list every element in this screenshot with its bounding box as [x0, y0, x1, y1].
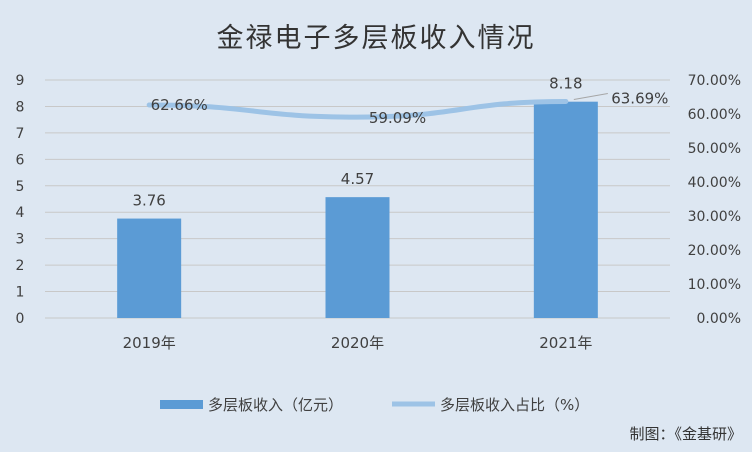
- bar: [117, 218, 182, 318]
- y2-tick-label: 30.00%: [688, 209, 741, 225]
- bar: [533, 101, 598, 318]
- legend-label-bar: 多层板收入（亿元）: [208, 396, 343, 414]
- y2-tick-label: 10.00%: [688, 277, 741, 293]
- bar-value-label: 8.18: [549, 75, 582, 93]
- chart-title: 金禄电子多层板收入情况: [216, 23, 536, 54]
- legend-label-line: 多层板收入占比（%）: [440, 396, 589, 414]
- y-tick-label: 7: [16, 126, 25, 142]
- bar-value-label: 4.57: [341, 170, 374, 188]
- y2-tick-label: 40.00%: [688, 175, 741, 191]
- line-value-label: 59.09%: [369, 109, 426, 127]
- legend-swatch-bar: [160, 400, 203, 409]
- y-tick-label: 8: [16, 99, 25, 115]
- x-tick-label: 2019年: [123, 334, 176, 352]
- bar-value-label: 3.76: [132, 192, 165, 210]
- label-leader-line: [573, 92, 608, 100]
- y-tick-label: 4: [16, 205, 25, 221]
- line-value-label: 62.66%: [151, 96, 208, 114]
- x-tick-label: 2020年: [331, 334, 384, 352]
- y-tick-label: 2: [16, 258, 25, 274]
- bar: [325, 197, 390, 318]
- series-line: [146, 98, 569, 120]
- y-tick-label: 5: [16, 179, 25, 195]
- y-tick-label: 1: [16, 285, 25, 301]
- y2-tick-label: 60.00%: [688, 107, 741, 123]
- y-tick-label: 0: [16, 311, 25, 327]
- y2-tick-label: 50.00%: [688, 141, 741, 157]
- y-tick-label: 9: [16, 73, 25, 89]
- y-tick-label: 6: [16, 152, 25, 168]
- x-tick-label: 2021年: [539, 334, 592, 352]
- y2-tick-label: 20.00%: [688, 243, 741, 259]
- source-credit: 制图：《金基研》: [629, 425, 742, 443]
- y2-tick-label: 0.00%: [697, 311, 741, 327]
- y-tick-label: 3: [16, 232, 25, 248]
- y2-tick-label: 70.00%: [688, 73, 741, 89]
- line-value-label: 63.69%: [611, 89, 668, 107]
